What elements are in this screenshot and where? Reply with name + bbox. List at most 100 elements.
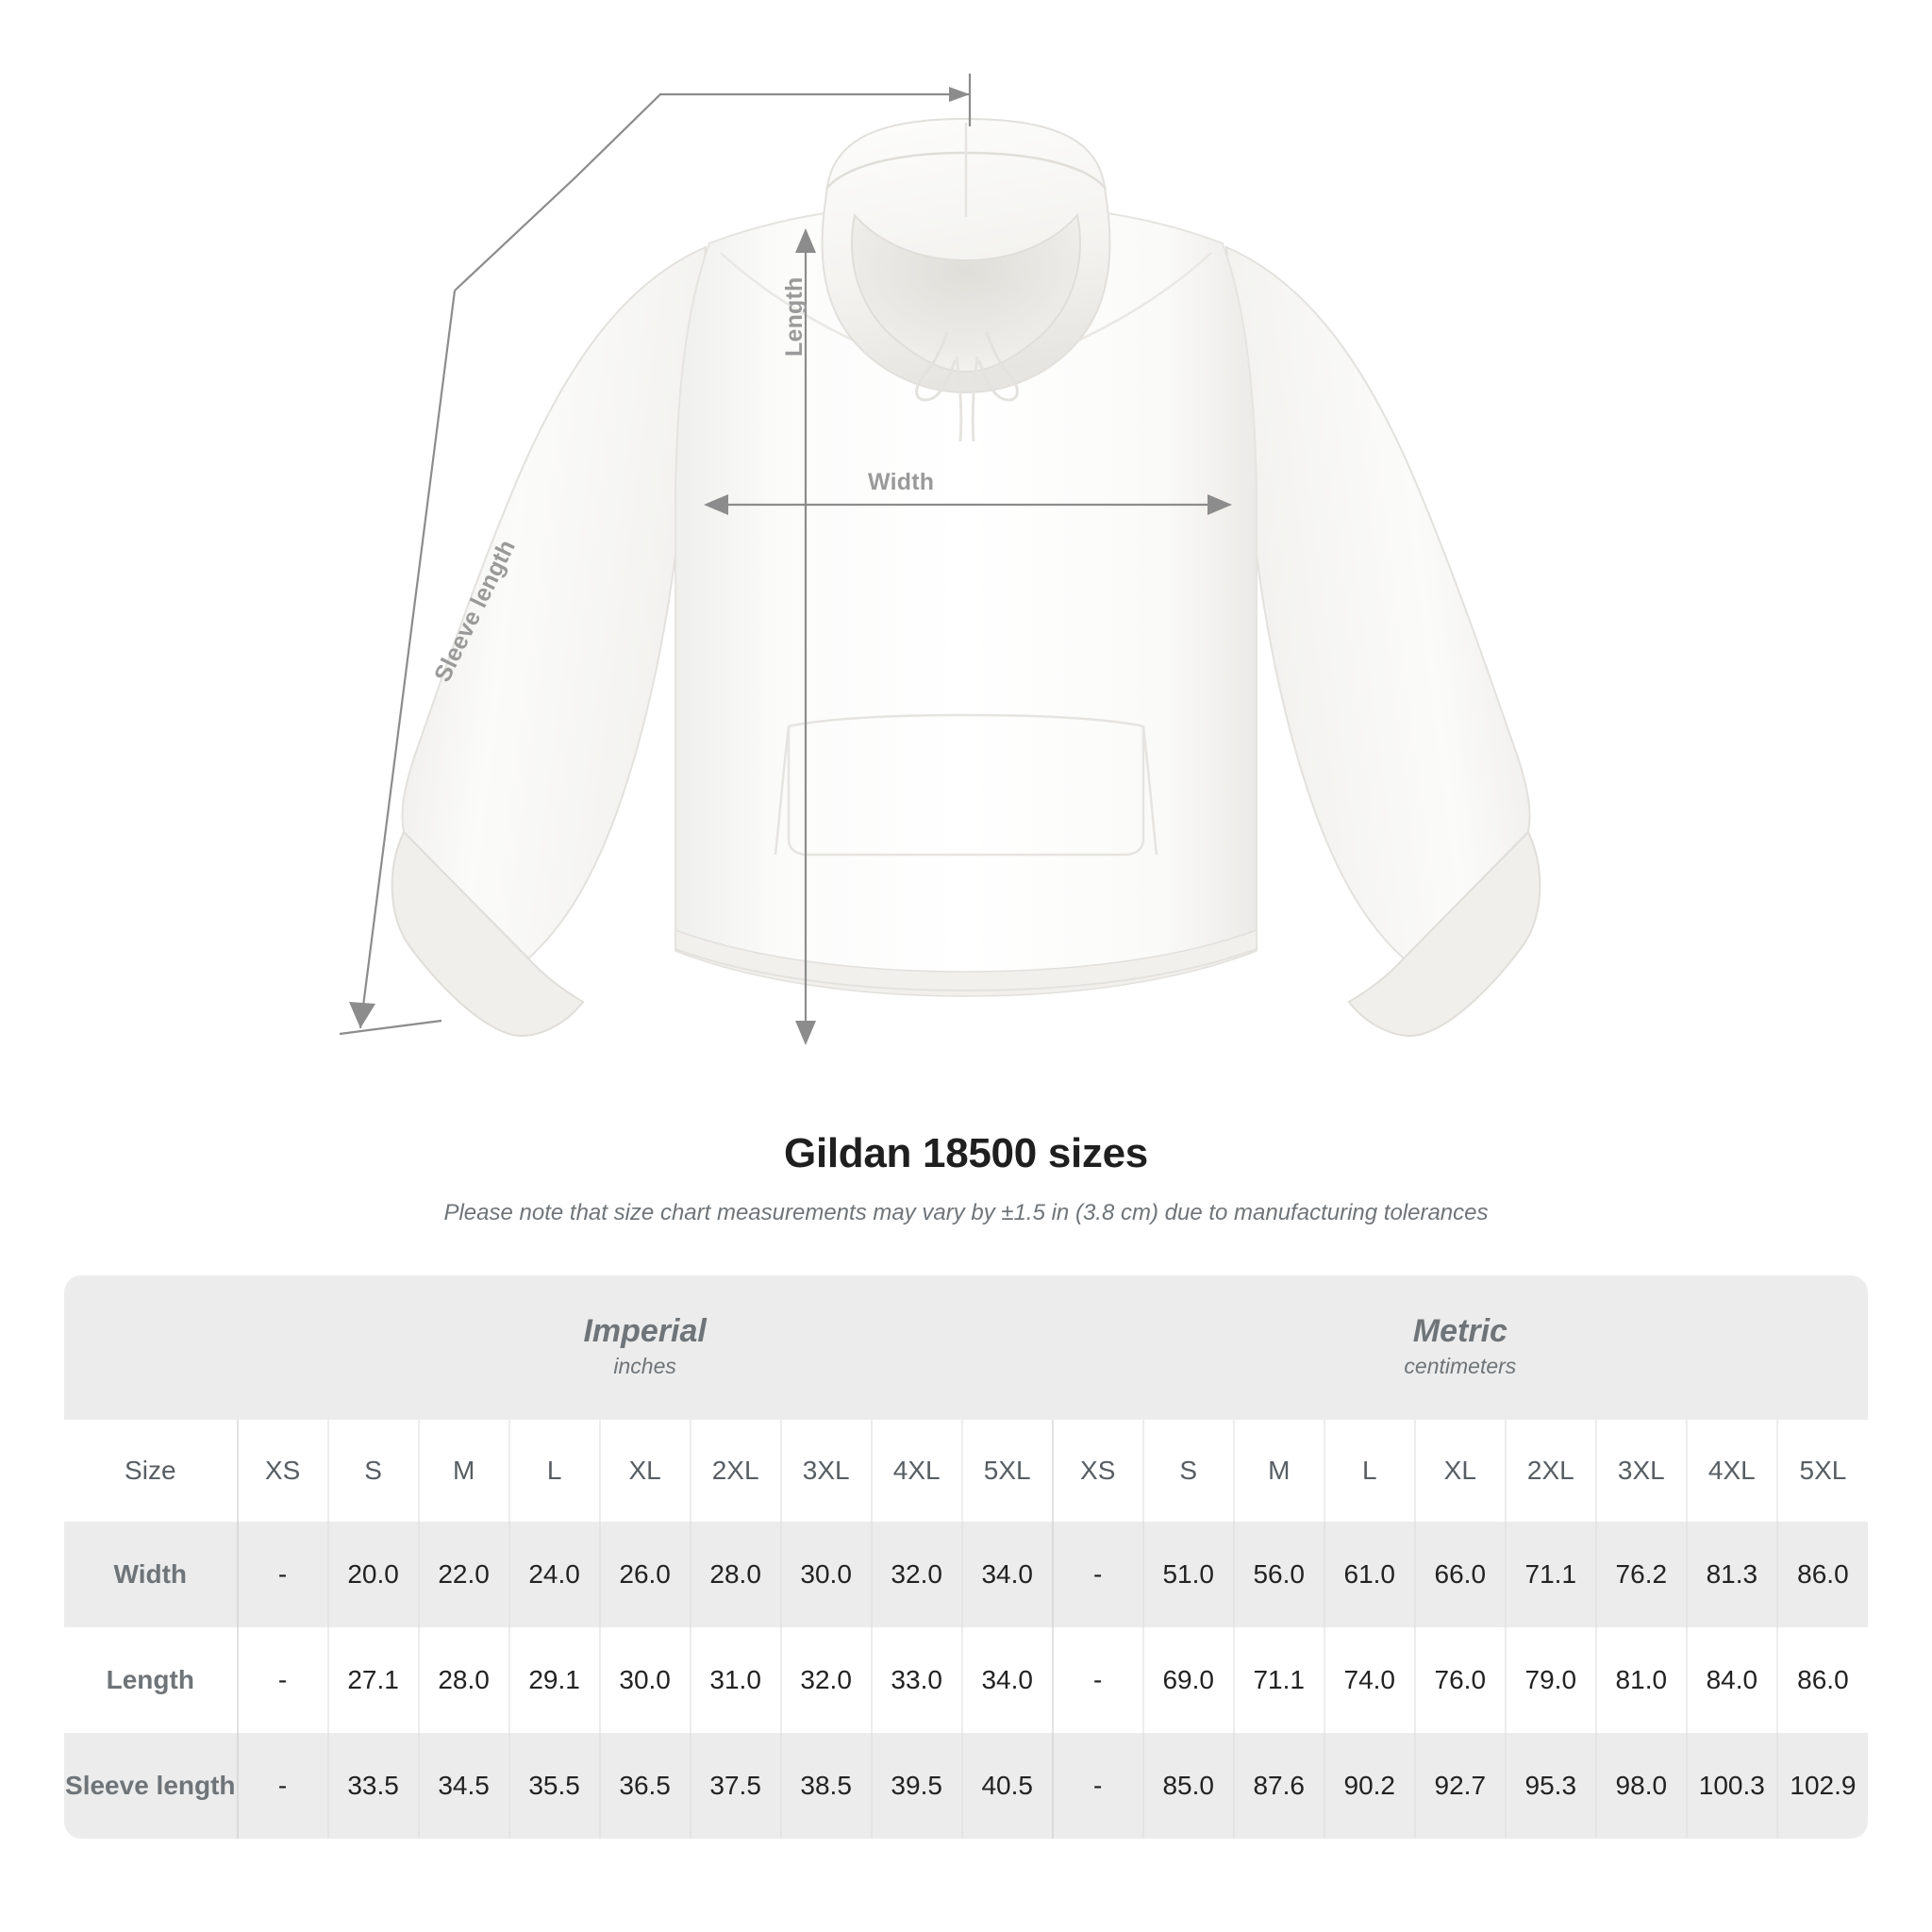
unit-group-header-row: Imperial inches Metric centimeters — [64, 1275, 1868, 1420]
column-header-metric-5xl: 5XL — [1775, 1420, 1868, 1522]
column-header-imperial-m: M — [417, 1420, 509, 1522]
metric-group-header: Metric centimeters — [1052, 1275, 1868, 1420]
cell-width-imperial-m: 22.0 — [417, 1522, 509, 1627]
row-label-length: Length — [64, 1627, 238, 1733]
table-row: Length -27.1 28.0 29.1 30.0 31.0 32.0 33.0 34.0-… — [64, 1627, 1868, 1733]
cell-length-imperial-m: 28.0 — [417, 1627, 509, 1733]
cell-width-metric-m: 56.0 — [1232, 1522, 1324, 1627]
cell-width-metric-5xl: 86.0 — [1775, 1522, 1868, 1627]
column-header-imperial-2xl: 2XL — [689, 1420, 781, 1522]
imperial-group-header: Imperial inches — [237, 1275, 1053, 1420]
column-header-metric-l: L — [1323, 1420, 1415, 1522]
column-header-imperial-5xl: 5XL — [960, 1420, 1053, 1522]
column-header-metric-xl: XL — [1413, 1420, 1506, 1522]
cell-width-metric-4xl: 81.3 — [1685, 1522, 1777, 1627]
cell-length-metric-xs: - — [1051, 1627, 1143, 1733]
cell-sleeve-length-imperial-3xl: 38.5 — [779, 1733, 872, 1839]
column-header-imperial-s: S — [326, 1420, 419, 1522]
cell-sleeve-length-metric-3xl: 98.0 — [1594, 1733, 1687, 1839]
size-table-body: Width -20.0 22.0 24.0 26.0 28.0 30.0 32.0 34.0-5… — [64, 1522, 1868, 1839]
cell-sleeve-length-metric-4xl: 100.3 — [1685, 1733, 1777, 1839]
cell-length-metric-3xl: 81.0 — [1594, 1627, 1687, 1733]
cell-sleeve-length-imperial-s: 33.5 — [326, 1733, 419, 1839]
size-table: Imperial inches Metric centimeters Size X… — [64, 1275, 1868, 1839]
imperial-label: Imperial — [583, 1313, 707, 1350]
cell-sleeve-length-metric-xs: - — [1051, 1733, 1143, 1839]
cell-width-imperial-5xl: 34.0 — [960, 1522, 1053, 1627]
column-header-metric-m: M — [1232, 1420, 1324, 1522]
cell-length-imperial-4xl: 33.0 — [870, 1627, 962, 1733]
cell-width-imperial-4xl: 32.0 — [870, 1522, 962, 1627]
hoodie-graphic — [339, 74, 1541, 1045]
measurement-guides — [339, 74, 1232, 1045]
hoodie-illustration: Length Width Sleeve length — [339, 74, 1541, 1045]
hoodie-artwork — [391, 117, 1541, 1037]
cell-length-metric-4xl: 84.0 — [1685, 1627, 1777, 1733]
cell-width-metric-3xl: 76.2 — [1594, 1522, 1687, 1627]
table-row: Width -20.0 22.0 24.0 26.0 28.0 30.0 32.0 34.0-5… — [64, 1522, 1868, 1627]
cell-sleeve-length-imperial-l: 35.5 — [508, 1733, 600, 1839]
cell-width-metric-xl: 66.0 — [1413, 1522, 1506, 1627]
size-table-container: Imperial inches Metric centimeters Size X… — [64, 1275, 1868, 1839]
cell-length-imperial-2xl: 31.0 — [689, 1627, 781, 1733]
cell-width-metric-2xl: 71.1 — [1504, 1522, 1596, 1627]
tolerance-note: Please note that size chart measurements… — [443, 1200, 1489, 1225]
cell-sleeve-length-imperial-xs: - — [236, 1733, 328, 1839]
column-header-metric-2xl: 2XL — [1504, 1420, 1596, 1522]
cell-width-metric-s: 51.0 — [1141, 1522, 1234, 1627]
cell-sleeve-length-metric-s: 85.0 — [1141, 1733, 1234, 1839]
column-header-imperial-xs: XS — [236, 1420, 328, 1522]
cell-sleeve-length-metric-xl: 92.7 — [1413, 1733, 1506, 1839]
cell-length-metric-m: 71.1 — [1232, 1627, 1324, 1733]
cell-length-imperial-5xl: 34.0 — [960, 1627, 1053, 1733]
column-header-imperial-l: L — [508, 1420, 600, 1522]
imperial-unit: inches — [613, 1354, 676, 1379]
cell-length-imperial-l: 29.1 — [508, 1627, 600, 1733]
column-header-imperial-xl: XL — [598, 1420, 691, 1522]
cell-length-imperial-s: 27.1 — [326, 1627, 419, 1733]
cell-length-metric-2xl: 79.0 — [1504, 1627, 1596, 1733]
metric-label: Metric — [1412, 1313, 1507, 1350]
cell-sleeve-length-metric-m: 87.6 — [1232, 1733, 1324, 1839]
cell-sleeve-length-metric-5xl: 102.9 — [1775, 1733, 1868, 1839]
cell-width-imperial-xl: 26.0 — [598, 1522, 691, 1627]
column-header-size: Size — [64, 1420, 238, 1522]
cell-width-imperial-s: 20.0 — [326, 1522, 419, 1627]
column-header-metric-4xl: 4XL — [1685, 1420, 1777, 1522]
cell-width-metric-l: 61.0 — [1323, 1522, 1415, 1627]
column-header-metric-3xl: 3XL — [1594, 1420, 1687, 1522]
row-label-sleeve-length: Sleeve length — [64, 1733, 238, 1839]
cell-length-metric-l: 74.0 — [1323, 1627, 1415, 1733]
table-row: Sleeve length -33.5 34.5 35.5 36.5 37.5 38.5 39… — [64, 1733, 1868, 1839]
cell-width-imperial-l: 24.0 — [508, 1522, 600, 1627]
column-header-imperial-3xl: 3XL — [779, 1420, 872, 1522]
cell-width-imperial-xs: - — [236, 1522, 328, 1627]
cell-width-metric-xs: - — [1051, 1522, 1143, 1627]
cell-length-metric-xl: 76.0 — [1413, 1627, 1506, 1733]
cell-sleeve-length-imperial-m: 34.5 — [417, 1733, 509, 1839]
cell-sleeve-length-imperial-5xl: 40.5 — [960, 1733, 1053, 1839]
unit-spacer-cell — [64, 1275, 238, 1420]
cell-sleeve-length-metric-l: 90.2 — [1323, 1733, 1415, 1839]
page-title: Gildan 18500 sizes — [784, 1130, 1148, 1176]
cell-sleeve-length-metric-2xl: 95.3 — [1504, 1733, 1596, 1839]
column-header-metric-s: S — [1141, 1420, 1234, 1522]
cell-width-imperial-2xl: 28.0 — [689, 1522, 781, 1627]
row-label-width: Width — [64, 1522, 238, 1627]
cell-sleeve-length-imperial-2xl: 37.5 — [689, 1733, 781, 1839]
cell-sleeve-length-imperial-4xl: 39.5 — [870, 1733, 962, 1839]
cell-length-imperial-xl: 30.0 — [598, 1627, 691, 1733]
cell-width-imperial-3xl: 30.0 — [779, 1522, 872, 1627]
column-header-metric-xs: XS — [1051, 1420, 1143, 1522]
cell-length-metric-5xl: 86.0 — [1775, 1627, 1868, 1733]
cell-sleeve-length-imperial-xl: 36.5 — [598, 1733, 691, 1839]
metric-unit: centimeters — [1404, 1354, 1517, 1379]
cell-length-metric-s: 69.0 — [1141, 1627, 1234, 1733]
column-header-imperial-4xl: 4XL — [870, 1420, 962, 1522]
cell-length-imperial-xs: - — [236, 1627, 328, 1733]
size-header-row: Size XS S M L XL 2XL 3XL 4XL 5XL XS S M L XL 2XL 3XL 4XL 5… — [64, 1420, 1868, 1522]
cell-length-imperial-3xl: 32.0 — [779, 1627, 872, 1733]
width-dimension-label: Width — [868, 469, 935, 495]
length-dimension-label: Length — [781, 276, 808, 357]
